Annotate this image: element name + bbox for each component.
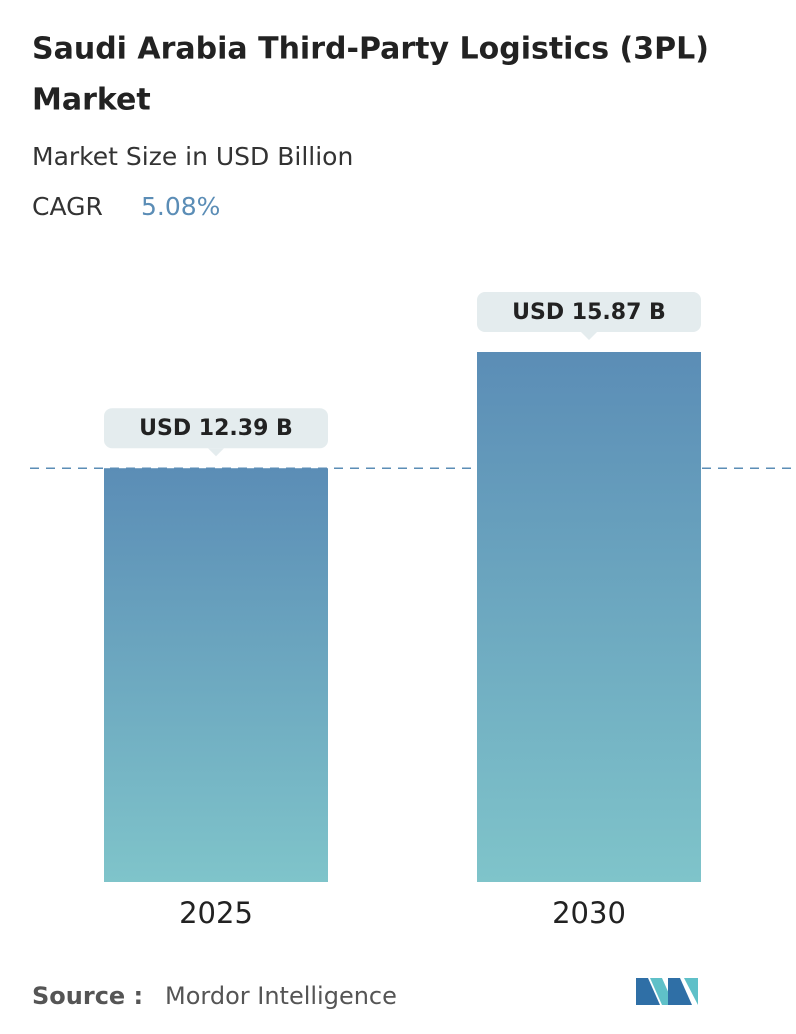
value-label: USD 15.87 B [512,300,666,325]
chart-title: Market [32,83,151,118]
source-label: Source : [32,982,143,1010]
logo [636,978,698,1005]
cagr-value: 5.08% [141,192,220,221]
bar [477,352,701,882]
bar [104,468,328,882]
chart-title: Saudi Arabia Third-Party Logistics (3PL) [32,32,709,67]
value-label: USD 12.39 B [139,416,293,441]
value-label-box [104,408,328,449]
source-value: Mordor Intelligence [165,982,397,1010]
cagr-label: CAGR [32,192,103,221]
chart-subtitle: Market Size in USD Billion [32,142,353,171]
x-tick-label: 2030 [552,896,626,930]
value-label-pointer [581,332,597,340]
value-label-pointer [208,448,224,457]
x-tick-label: 2025 [179,896,253,930]
value-label-box [477,292,701,332]
